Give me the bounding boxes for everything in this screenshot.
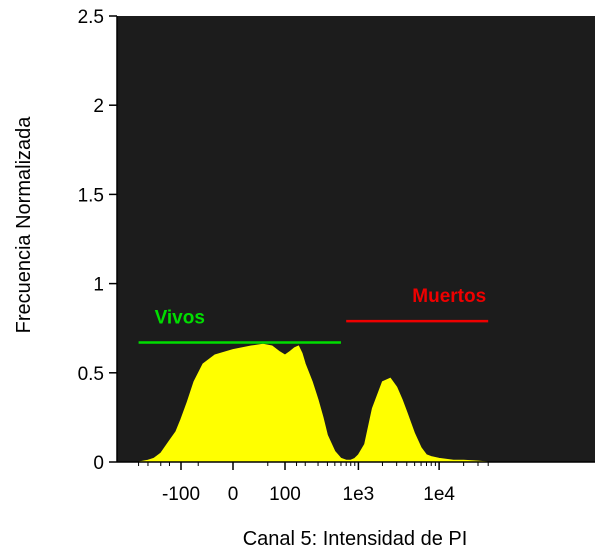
y-axis-label: Frecuencia Normalizada bbox=[13, 116, 35, 334]
y-tick-label: 1 bbox=[93, 275, 104, 296]
series-area-0 bbox=[138, 343, 489, 463]
x-tick-label: 0 bbox=[228, 484, 239, 505]
gate-label-muertos: Muertos bbox=[412, 286, 486, 307]
y-tick-label: 2.5 bbox=[78, 7, 104, 28]
x-tick-label: -100 bbox=[162, 484, 200, 505]
y-tick-label: 0 bbox=[93, 453, 104, 474]
gate-label-vivos: Vivos bbox=[155, 307, 205, 328]
x-tick-label: 1e3 bbox=[343, 484, 375, 505]
plot-area bbox=[117, 16, 595, 462]
x-tick-label: 1e4 bbox=[423, 484, 455, 505]
y-tick-label: 1.5 bbox=[78, 185, 104, 206]
y-tick-label: 0.5 bbox=[78, 364, 104, 385]
x-tick-label: 100 bbox=[269, 484, 301, 505]
x-axis-label: Canal 5: Intensidad de PI bbox=[243, 528, 468, 550]
y-tick-label: 2 bbox=[93, 96, 104, 117]
